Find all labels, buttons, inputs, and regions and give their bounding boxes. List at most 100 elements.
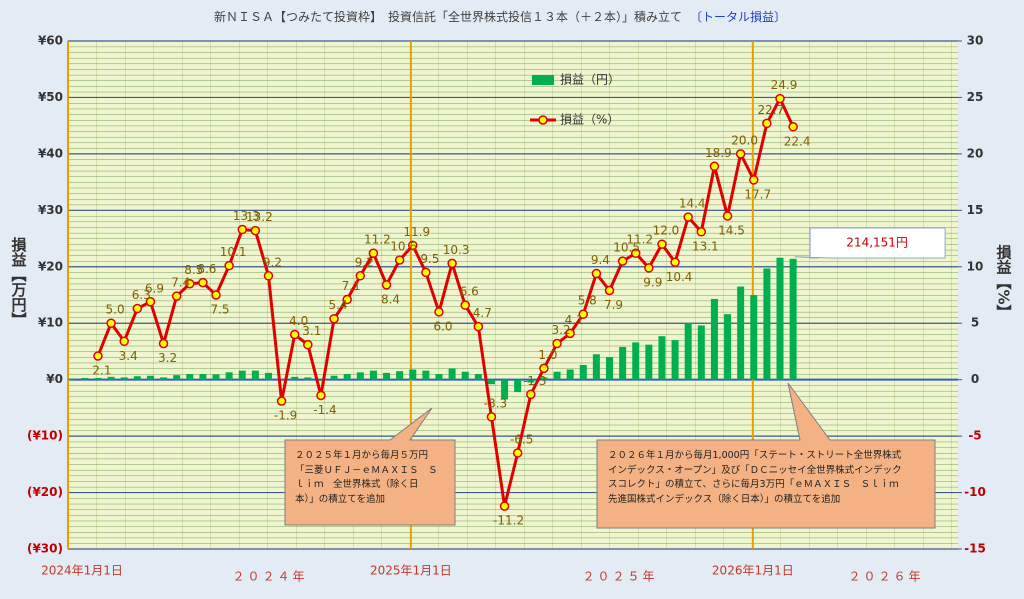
callout-text: ２０２６年１月から毎月1,000円「ステート・ストリート全世界株式 インデックス…	[608, 450, 902, 505]
bar	[710, 298, 718, 380]
bar	[789, 258, 797, 380]
marker	[408, 240, 418, 251]
bar	[658, 336, 666, 380]
bar	[291, 376, 299, 380]
y2-tick-label: 15	[967, 203, 984, 217]
bar	[369, 370, 377, 380]
bar	[579, 364, 587, 380]
y2-tick-label: -15	[964, 542, 986, 556]
data-label: 8.5	[184, 263, 203, 277]
bar	[592, 354, 600, 380]
y2-tick-label: 0	[971, 372, 979, 386]
bar	[501, 379, 509, 400]
bar	[133, 376, 141, 380]
marker	[657, 239, 667, 249]
y-tick-label: (¥30)	[27, 542, 63, 556]
marker	[434, 307, 444, 317]
year-label: ２０２５年	[582, 570, 657, 584]
bar	[619, 346, 627, 380]
marker	[171, 291, 182, 301]
bar	[448, 368, 456, 380]
y-tick-label: ¥10	[38, 316, 63, 330]
note-line: 「三菱ＵＦＪ－ｅＭＡＸＩＳ Ｓ	[295, 464, 438, 476]
data-label: 5.0	[106, 303, 125, 317]
marker	[539, 363, 549, 374]
legend-swatch	[532, 75, 554, 85]
data-label: 13.2	[246, 210, 273, 224]
data-label: -1.4	[313, 403, 336, 417]
y-tick-label: ¥20	[38, 259, 63, 273]
y2-tick-label: -5	[968, 429, 981, 443]
data-label: 6.3	[132, 288, 151, 302]
bar	[540, 377, 548, 380]
marker	[499, 501, 510, 511]
data-label: 3.2	[551, 323, 570, 337]
marker	[355, 271, 366, 281]
bar	[474, 374, 482, 380]
data-label: 10.6	[390, 240, 417, 254]
marker	[526, 389, 536, 400]
y2-tick-label: 10	[967, 259, 984, 273]
data-label: 6.9	[145, 281, 164, 295]
bar	[776, 257, 784, 380]
bar	[684, 323, 692, 380]
marker	[696, 227, 707, 237]
marker	[447, 258, 457, 269]
bar	[251, 370, 259, 380]
bar	[146, 375, 154, 380]
bar	[724, 314, 732, 380]
data-label: 7.9	[604, 298, 623, 312]
data-label: 24.9	[771, 78, 798, 92]
marker	[630, 248, 641, 258]
bar	[199, 374, 207, 380]
bar	[487, 379, 495, 385]
marker	[158, 338, 169, 349]
bar	[605, 357, 613, 380]
marker	[617, 256, 628, 266]
marker	[250, 225, 261, 236]
bar	[94, 377, 102, 380]
y2-tick-label: 5	[971, 316, 979, 330]
bar	[553, 371, 561, 380]
marker	[604, 285, 615, 296]
y-tick-label: ¥60	[38, 34, 63, 48]
marker	[303, 339, 313, 350]
bar	[107, 376, 115, 380]
data-label: 14.5	[718, 223, 745, 237]
data-label: 3.2	[158, 351, 177, 365]
data-label: 12.0	[653, 224, 680, 238]
x-tick-label: 2026年1月1日	[712, 564, 794, 578]
marker	[106, 318, 116, 328]
bar	[383, 372, 391, 380]
callout-box	[795, 227, 946, 259]
marker	[473, 321, 484, 332]
marker	[591, 268, 602, 279]
bar	[763, 268, 771, 380]
bar	[343, 374, 351, 380]
bar	[750, 295, 758, 380]
bar	[396, 371, 404, 380]
data-label: 22.7	[758, 103, 785, 117]
bar	[212, 374, 220, 380]
note-line: ２０２６年１月から毎月1,000円「ステート・ストリート全世界株式	[608, 450, 902, 461]
marker	[486, 412, 497, 422]
marker	[211, 290, 221, 300]
marker	[709, 161, 720, 172]
marker	[145, 297, 156, 307]
marker	[329, 313, 339, 324]
marker	[185, 278, 195, 289]
data-label: 8.6	[197, 262, 216, 276]
marker	[565, 328, 575, 339]
data-label: 8.4	[381, 292, 400, 306]
data-label: 18.9	[705, 146, 732, 160]
data-label: 3.1	[302, 324, 321, 338]
marker	[198, 277, 208, 288]
marker	[276, 396, 287, 406]
marker	[552, 338, 562, 349]
marker	[749, 175, 759, 185]
marker	[368, 248, 379, 258]
callout-box	[596, 382, 936, 529]
note-line: 本）」の積立てを追加	[295, 493, 386, 505]
marker	[735, 149, 746, 159]
bar	[264, 372, 272, 380]
